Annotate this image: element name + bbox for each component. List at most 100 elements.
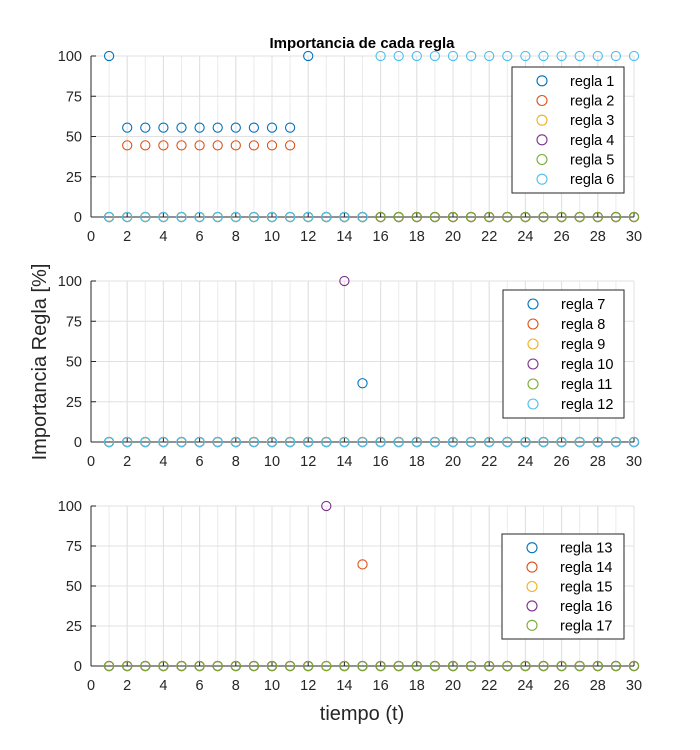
data-point [103, 211, 115, 223]
data-point [158, 660, 169, 672]
data-point [520, 660, 531, 672]
y-tick-label: 25 [66, 619, 82, 635]
data-point [628, 660, 640, 672]
data-point [230, 122, 241, 133]
data-point [375, 50, 386, 62]
legend-marker [526, 561, 538, 573]
x-tick-label: 16 [373, 454, 389, 470]
legend-label: regla 8 [561, 317, 605, 333]
data-point [484, 436, 495, 448]
x-tick-label: 0 [87, 678, 95, 694]
data-point [266, 660, 278, 672]
x-tick-label: 12 [300, 229, 316, 245]
data-point [592, 50, 603, 62]
series-regla-6 [103, 50, 640, 223]
data-point [212, 660, 223, 672]
data-point [484, 660, 495, 672]
legend-label: regla 4 [570, 133, 614, 149]
legend-marker [536, 153, 548, 166]
data-point [158, 436, 169, 448]
data-point [321, 436, 332, 448]
data-point [140, 140, 151, 151]
data-point [574, 211, 585, 223]
legend-label: regla 17 [560, 618, 612, 634]
data-point [375, 436, 386, 448]
data-point [357, 559, 368, 570]
x-tick-label: 4 [159, 454, 167, 470]
data-point [122, 211, 133, 223]
x-tick-label: 6 [196, 678, 204, 694]
data-point [447, 436, 459, 448]
data-point [248, 436, 260, 448]
y-tick-label: 75 [66, 539, 82, 555]
data-point [520, 211, 531, 223]
legend-label: regla 10 [561, 357, 613, 373]
x-tick-label: 22 [481, 454, 497, 470]
data-point [520, 50, 531, 62]
legend-marker [527, 358, 539, 370]
data-point [194, 122, 205, 133]
y-tick-label: 50 [66, 355, 82, 371]
data-point [103, 660, 115, 672]
data-point [339, 436, 350, 448]
data-point [303, 436, 314, 448]
data-point [574, 50, 585, 62]
data-point [321, 500, 332, 512]
legend-marker [527, 338, 539, 350]
x-tick-label: 18 [409, 678, 425, 694]
data-point [610, 436, 622, 448]
data-point [628, 211, 640, 223]
data-point [158, 140, 169, 151]
x-tick-label: 28 [590, 454, 606, 470]
x-tick-label: 28 [590, 678, 606, 694]
data-point [393, 211, 404, 223]
legend-box [511, 66, 625, 194]
subplot-2: 0 2 4 6 8 10 12 14 16 18 20 22 24 26 28 300255075100reg… [58, 274, 642, 470]
y-tick-label: 25 [66, 170, 82, 186]
data-point [212, 140, 223, 151]
y-tick-label: 100 [58, 49, 82, 65]
data-point [284, 140, 296, 151]
y-tick-label: 75 [66, 89, 82, 105]
data-point [284, 436, 296, 448]
data-point [357, 660, 368, 672]
data-point [140, 660, 151, 672]
y-tick-label: 0 [74, 435, 82, 451]
x-tick-label: 22 [481, 678, 497, 694]
legend-marker [536, 134, 548, 146]
data-point [212, 436, 223, 448]
data-point [538, 436, 549, 448]
x-tick-label: 2 [123, 229, 131, 245]
x-tick-label: 2 [123, 678, 131, 694]
data-point [266, 140, 278, 151]
data-point [212, 122, 223, 133]
x-tick-label: 18 [409, 229, 425, 245]
y-tick-label: 100 [58, 274, 82, 290]
data-point [556, 436, 567, 448]
y-tick-label: 50 [66, 130, 82, 146]
data-point [556, 50, 567, 62]
data-point [502, 50, 513, 62]
x-tick-label: 30 [626, 678, 642, 694]
x-tick-label: 6 [196, 229, 204, 245]
legend-label: regla 13 [560, 541, 612, 557]
data-point [194, 211, 205, 223]
x-tick-label: 26 [554, 678, 570, 694]
data-point [230, 211, 241, 223]
x-tick-label: 14 [336, 678, 352, 694]
legend-label: regla 16 [560, 599, 612, 615]
x-tick-label: 18 [409, 454, 425, 470]
y-tick-label: 25 [66, 395, 82, 411]
data-point [266, 122, 278, 133]
data-point [429, 660, 441, 672]
data-point [158, 122, 169, 133]
legend-marker [536, 114, 548, 126]
data-point [339, 660, 350, 672]
x-tick-label: 10 [264, 678, 280, 694]
x-tick-label: 20 [445, 678, 461, 694]
y-axis-label: Importancia Regla [%] [29, 264, 51, 461]
legend-marker [536, 173, 548, 185]
data-point [158, 211, 169, 223]
data-point [556, 211, 567, 223]
data-point [465, 436, 477, 448]
